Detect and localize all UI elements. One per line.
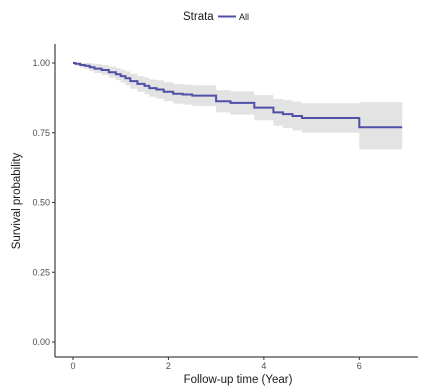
y-axis-title: Survival probability [11, 152, 23, 249]
y-tick-label: 0.75 [32, 128, 50, 138]
x-axis-title: Follow-up time (Year) [184, 374, 293, 386]
y-tick-label: 1.00 [32, 58, 50, 68]
x-tick-label: 2 [166, 361, 171, 371]
x-tick-label: 6 [357, 361, 362, 371]
legend: Strata All [183, 11, 249, 23]
legend-title: Strata [183, 11, 214, 23]
plot-area: 0.00 0.25 0.50 0.75 1.00 0 2 4 6 [32, 44, 418, 371]
legend-entry-all: All [239, 12, 249, 22]
y-tick-label: 0.00 [32, 337, 50, 347]
y-tick-label: 0.50 [32, 198, 50, 208]
survival-curve-all [73, 62, 403, 129]
confidence-band [73, 63, 403, 150]
x-tick-label: 4 [261, 361, 266, 371]
x-tick-label: 0 [70, 361, 75, 371]
y-tick-label: 0.25 [32, 267, 50, 277]
